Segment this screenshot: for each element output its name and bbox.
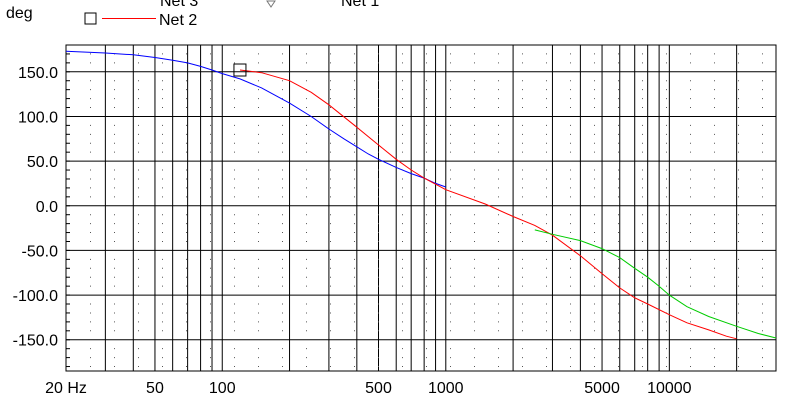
y-tick-label: 150.0 [18,65,58,82]
series-line-net-1 [534,229,777,339]
y-tick-label: 50.0 [27,154,58,171]
x-tick-label: 1000 [428,380,464,397]
legend-entry-net-1: Net 1 [266,0,379,10]
x-tick-label: 50 [146,380,164,397]
legend-entry-net-2: Net 2 [84,12,197,29]
legend-label-net-2: Net 2 [159,12,197,29]
y-tick-label: 100.0 [18,109,58,126]
legend-entry-net-3: Net 3 [160,0,198,10]
plot-frame [65,44,777,372]
x-tick-labels: 20 Hz 50 100 500 1000 5000 10000 [45,380,692,397]
y-tick-label: 0.0 [36,199,58,216]
x-tick-label: 500 [365,380,392,397]
series-line-net-2 [239,69,737,340]
y-tick-label: -50.0 [22,243,59,260]
y-axis-unit: deg [6,5,33,22]
series-marker-square-icon [233,63,247,77]
x-tick-label: 10000 [647,380,692,397]
legend-marker-square-icon [84,12,97,25]
x-tick-label: 20 Hz [45,380,87,397]
y-tick-labels: 150.0 100.0 50.0 0.0 -50.0 -100.0 -150.0 [13,65,58,350]
legend-marker-triangle-icon [266,0,276,8]
y-tick-label: -100.0 [13,288,58,305]
series-line-net-3 [65,50,446,188]
x-tick-label: 100 [209,380,236,397]
grid [65,45,777,371]
legend-label-net-3: Net 3 [160,0,198,10]
legend-label-net-1: Net 1 [341,0,379,10]
legend: Net 3 Net 1 Net 2 [84,0,379,29]
series-layer [65,50,777,340]
x-tick-label: 5000 [584,380,620,397]
y-tick-label: -150.0 [13,333,58,350]
